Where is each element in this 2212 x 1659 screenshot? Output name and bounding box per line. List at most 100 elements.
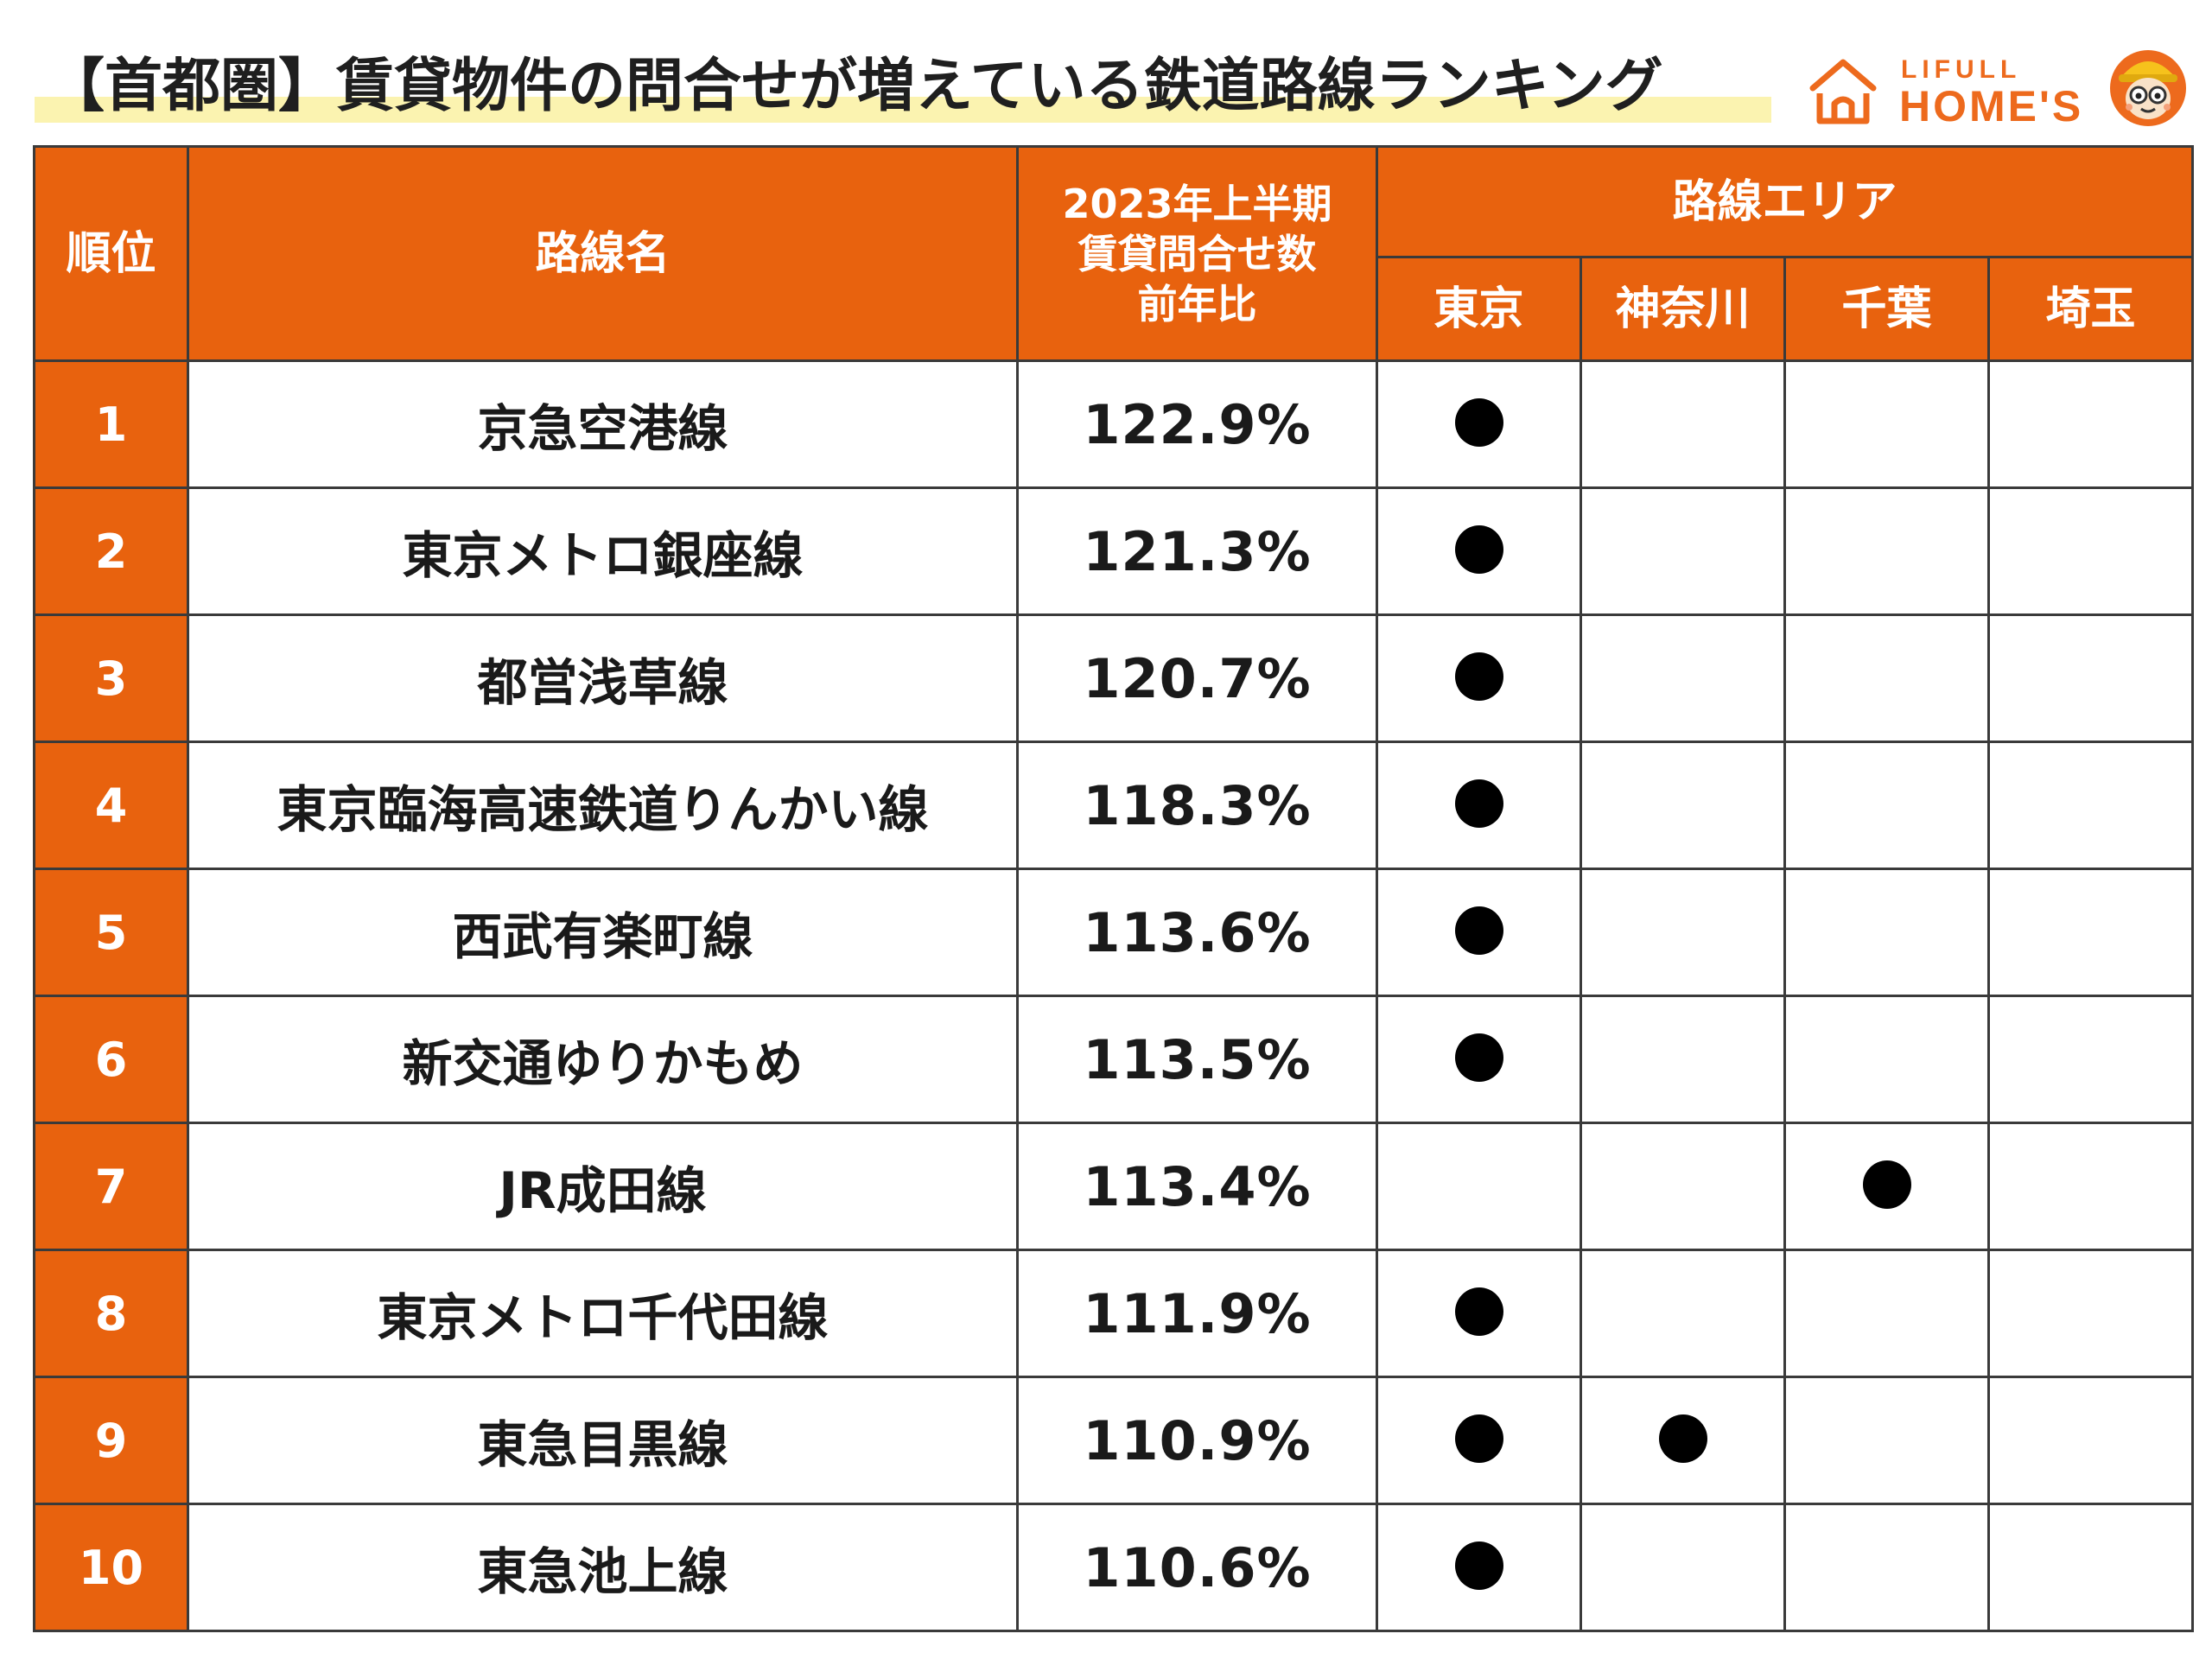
table-row: 5 西武有楽町線 113.6%	[33, 868, 2194, 997]
table-row: 9 東急目黒線 110.9%	[33, 1376, 2194, 1505]
table-row: 1 京急空港線 122.9%	[33, 359, 2194, 489]
rank-cell: 1	[33, 359, 189, 489]
ratio-cell: 111.9%	[1016, 1249, 1378, 1378]
area-saitama-cell	[1987, 1249, 2194, 1378]
line-name-cell: 都営浅草線	[187, 613, 1019, 743]
ratio-cell: 113.6%	[1016, 868, 1378, 997]
page-title: 【首都圏】賃貸物件の問合せが増えている鉄道路線ランキング	[47, 52, 1663, 119]
ratio-cell: 110.9%	[1016, 1376, 1378, 1505]
area-tokyo-cell	[1376, 359, 1582, 489]
table-row: 8 東京メトロ千代田線 111.9%	[33, 1249, 2194, 1378]
rank-cell: 5	[33, 868, 189, 997]
table-row: 10 東急池上線 110.6%	[33, 1503, 2194, 1632]
line-name-cell: 新交通ゆりかもめ	[187, 995, 1019, 1124]
area-tokyo-cell	[1376, 1249, 1582, 1378]
logo-main-text: HOME'S	[1899, 82, 2084, 130]
area-kanagawa-cell	[1580, 868, 1786, 997]
ratio-cell: 110.6%	[1016, 1503, 1378, 1632]
area-dot	[1454, 1033, 1503, 1082]
table-row: 7 JR成田線 113.4%	[33, 1122, 2194, 1251]
table-row: 4 東京臨海高速鉄道りんかい線 118.3%	[33, 741, 2194, 870]
area-dot	[1454, 525, 1503, 574]
line-name-cell: 東急池上線	[187, 1503, 1019, 1632]
area-kanagawa-cell	[1580, 486, 1786, 616]
header-area-kanagawa: 神奈川	[1580, 256, 1786, 362]
area-saitama-cell	[1987, 486, 2194, 616]
rank-cell: 10	[33, 1503, 189, 1632]
area-dot	[1454, 1541, 1503, 1590]
area-saitama-cell	[1987, 1376, 2194, 1505]
area-tokyo-cell	[1376, 1376, 1582, 1505]
ratio-cell: 121.3%	[1016, 486, 1378, 616]
ratio-cell: 113.4%	[1016, 1122, 1378, 1251]
rank-cell: 9	[33, 1376, 189, 1505]
header-area-tokyo: 東京	[1376, 256, 1582, 362]
area-chiba-cell	[1783, 868, 1990, 997]
area-tokyo-cell	[1376, 995, 1582, 1124]
area-chiba-cell	[1783, 1249, 1990, 1378]
area-chiba-cell	[1783, 995, 1990, 1124]
table-row: 6 新交通ゆりかもめ 113.5%	[33, 995, 2194, 1124]
ratio-cell: 113.5%	[1016, 995, 1378, 1124]
area-saitama-cell	[1987, 1122, 2194, 1251]
line-name-cell: 東京メトロ銀座線	[187, 486, 1019, 616]
ratio-cell: 118.3%	[1016, 741, 1378, 870]
area-saitama-cell	[1987, 613, 2194, 743]
header-line-name: 路線名	[187, 145, 1019, 362]
area-dot	[1454, 398, 1503, 447]
area-chiba-cell	[1783, 1376, 1990, 1505]
area-chiba-cell	[1783, 359, 1990, 489]
header-area-saitama: 埼玉	[1987, 256, 2194, 362]
rank-cell: 4	[33, 741, 189, 870]
area-dot	[1454, 1287, 1503, 1336]
area-tokyo-cell	[1376, 868, 1582, 997]
area-kanagawa-cell	[1580, 1249, 1786, 1378]
line-name-cell: 東京メトロ千代田線	[187, 1249, 1019, 1378]
line-name-cell: 西武有楽町線	[187, 868, 1019, 997]
table-row: 2 東京メトロ銀座線 121.3%	[33, 486, 2194, 616]
header-ratio: 2023年上半期 賃貸問合せ数 前年比	[1016, 145, 1378, 362]
area-tokyo-cell	[1376, 486, 1582, 616]
area-kanagawa-cell	[1580, 613, 1786, 743]
area-dot	[1454, 1414, 1503, 1463]
rank-cell: 7	[33, 1122, 189, 1251]
area-saitama-cell	[1987, 1503, 2194, 1632]
ratio-cell: 122.9%	[1016, 359, 1378, 489]
area-chiba-cell	[1783, 1503, 1990, 1632]
rank-cell: 2	[33, 486, 189, 616]
title-highlight	[35, 97, 1771, 123]
area-kanagawa-cell	[1580, 1122, 1786, 1251]
logo-top-text: LIFULL	[1901, 55, 2022, 84]
area-dot	[1454, 779, 1503, 828]
area-saitama-cell	[1987, 741, 2194, 870]
header-area-chiba: 千葉	[1783, 256, 1990, 362]
area-tokyo-cell	[1376, 1503, 1582, 1632]
area-kanagawa-cell	[1580, 1376, 1786, 1505]
rank-cell: 6	[33, 995, 189, 1124]
area-kanagawa-cell	[1580, 1503, 1786, 1632]
mascot-icon	[2110, 50, 2186, 126]
area-chiba-cell	[1783, 486, 1990, 616]
header-ratio-line3: 前年比	[1137, 280, 1257, 327]
area-tokyo-cell	[1376, 741, 1582, 870]
area-chiba-cell	[1783, 613, 1990, 743]
header-ratio-line1: 2023年上半期	[1062, 180, 1332, 227]
rank-cell: 8	[33, 1249, 189, 1378]
line-name-cell: 東急目黒線	[187, 1376, 1019, 1505]
line-name-cell: 東京臨海高速鉄道りんかい線	[187, 741, 1019, 870]
area-kanagawa-cell	[1580, 741, 1786, 870]
ranking-table: 順位 路線名 2023年上半期 賃貸問合せ数 前年比 路線エリア 東京 神奈川 …	[33, 145, 2194, 1632]
ratio-cell: 120.7%	[1016, 613, 1378, 743]
area-tokyo-cell	[1376, 1122, 1582, 1251]
area-chiba-cell	[1783, 741, 1990, 870]
area-dot	[1454, 906, 1503, 955]
area-dot	[1454, 652, 1503, 701]
area-kanagawa-cell	[1580, 995, 1786, 1124]
area-dot	[1658, 1414, 1707, 1463]
lifull-homes-logo: LIFULL HOME'S	[1806, 41, 2186, 137]
area-kanagawa-cell	[1580, 359, 1786, 489]
area-chiba-cell	[1783, 1122, 1990, 1251]
rank-cell: 3	[33, 613, 189, 743]
area-saitama-cell	[1987, 868, 2194, 997]
house-icon	[1809, 59, 1877, 124]
